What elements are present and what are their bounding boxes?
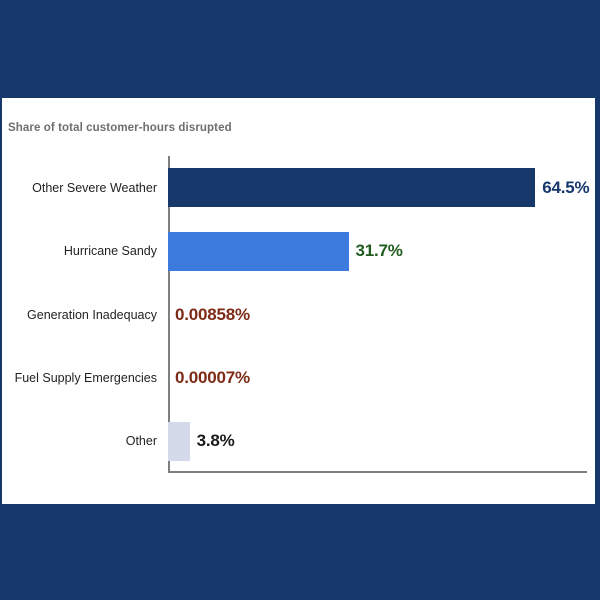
axis-lines (168, 156, 587, 473)
value-label: 31.7% (355, 241, 403, 261)
chart-row: Generation Inadequacy 0.00858% (2, 283, 587, 346)
value-label: 0.00858% (175, 304, 250, 324)
chart-title: Share of total customer-hours disrupted (8, 122, 232, 134)
value-label: 0.00007% (175, 367, 250, 387)
bar-track: 0.00858% (168, 283, 587, 346)
category-label: Other (125, 434, 157, 449)
category-label: Generation Inadequacy (27, 307, 157, 322)
chart-row: Other 3.8% (2, 410, 587, 473)
chart-row: Fuel Supply Emergencies 0.00007% (2, 346, 587, 409)
chart-rows: Other Severe Weather 64.5% Hurricane Sandy… (2, 156, 590, 473)
bar (168, 168, 536, 208)
category-label: Other Severe Weather (32, 180, 157, 195)
value-label: 3.8% (196, 431, 235, 451)
bar-track: 3.8% (168, 410, 587, 473)
bar-track: 64.5% (168, 156, 590, 219)
value-label: 64.5% (542, 177, 590, 197)
chart-row: Hurricane Sandy 31.7% (2, 219, 587, 282)
bar (168, 231, 349, 271)
bar-track: 31.7% (168, 219, 587, 282)
category-label: Hurricane Sandy (63, 244, 157, 259)
category-label: Fuel Supply Emergencies (14, 370, 157, 385)
bar (168, 421, 190, 461)
chart-row: Other Severe Weather 64.5% (2, 156, 590, 219)
chart-panel: Share of total customer-hours disrupted … (2, 98, 595, 504)
bar-track: 0.00007% (168, 346, 587, 409)
